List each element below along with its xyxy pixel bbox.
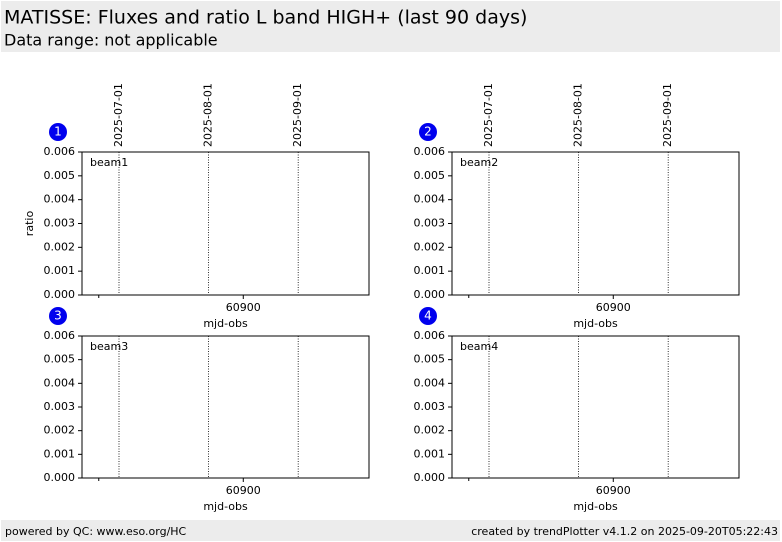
plot-area [451, 335, 740, 479]
page-title: MATISSE: Fluxes and ratio L band HIGH+ (… [4, 7, 527, 29]
x-axis-label: mjd-obs [203, 500, 248, 513]
y-tick-label: 0.005 [414, 169, 446, 182]
y-tick-label: 0.004 [44, 376, 76, 389]
date-label: 2025-09-01 [661, 83, 674, 147]
panel-marker-label: 1 [54, 125, 62, 139]
footer-left: powered by QC: www.eso.org/HC [5, 525, 187, 538]
series-annotation: beam1 [90, 156, 128, 169]
footer-band [1, 520, 780, 541]
panel-marker [419, 307, 437, 325]
y-tick-label: 0.000 [414, 471, 446, 484]
date-label: 2025-08-01 [572, 83, 585, 147]
footer-right: created by trendPlotter v4.1.2 on 2025-0… [471, 525, 778, 538]
y-tick-label: 0.003 [414, 400, 446, 413]
x-axis-label: mjd-obs [203, 317, 248, 330]
y-tick-label: 0.004 [414, 376, 446, 389]
y-tick-label: 0.000 [44, 471, 76, 484]
y-tick-label: 0.000 [414, 288, 446, 301]
series-annotation: beam3 [90, 340, 128, 353]
date-label: 2025-08-01 [202, 83, 215, 147]
y-tick-label: 0.006 [414, 145, 446, 158]
y-tick-label: 0.002 [44, 424, 76, 437]
panel-marker [419, 123, 437, 141]
plot-area [451, 151, 740, 296]
y-tick-label: 0.003 [414, 217, 446, 230]
x-tick-label: 60900 [596, 484, 631, 497]
panel-marker [49, 123, 67, 141]
y-axis-label: ratio [23, 211, 36, 237]
date-label: 2025-09-01 [291, 83, 304, 147]
date-label: 2025-07-01 [112, 83, 125, 147]
y-tick-label: 0.001 [44, 447, 76, 460]
y-tick-label: 0.002 [44, 240, 76, 253]
plot-area [81, 151, 370, 296]
page-subtitle: Data range: not applicable [4, 31, 218, 50]
y-tick-label: 0.003 [44, 400, 76, 413]
y-tick-label: 0.006 [44, 145, 76, 158]
series-annotation: beam2 [460, 156, 498, 169]
y-tick-label: 0.001 [414, 447, 446, 460]
panel-marker-label: 2 [424, 125, 432, 139]
y-tick-label: 0.006 [44, 329, 76, 342]
panel-marker [49, 307, 67, 325]
x-axis-label: mjd-obs [573, 500, 618, 513]
y-tick-label: 0.004 [414, 193, 446, 206]
y-tick-label: 0.005 [44, 169, 76, 182]
y-tick-label: 0.005 [44, 353, 76, 366]
y-tick-label: 0.002 [414, 240, 446, 253]
panel-marker-label: 4 [424, 309, 432, 323]
x-tick-label: 60900 [226, 484, 261, 497]
x-tick-label: 60900 [226, 301, 261, 314]
plot-area [81, 335, 370, 479]
x-tick-label: 60900 [596, 301, 631, 314]
y-tick-label: 0.002 [414, 424, 446, 437]
y-tick-label: 0.005 [414, 353, 446, 366]
y-tick-label: 0.001 [44, 264, 76, 277]
y-tick-label: 0.003 [44, 217, 76, 230]
y-tick-label: 0.001 [414, 264, 446, 277]
date-label: 2025-07-01 [482, 83, 495, 147]
y-tick-label: 0.000 [44, 288, 76, 301]
y-tick-label: 0.004 [44, 193, 76, 206]
x-axis-label: mjd-obs [573, 317, 618, 330]
panel-marker-label: 3 [54, 309, 62, 323]
y-tick-label: 0.006 [414, 329, 446, 342]
header-band [1, 1, 780, 52]
series-annotation: beam4 [460, 340, 498, 353]
